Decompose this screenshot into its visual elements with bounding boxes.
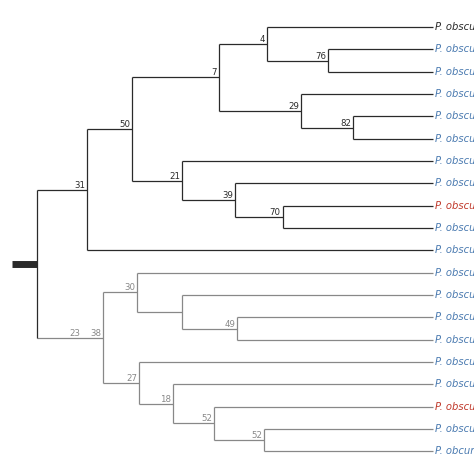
Text: 21: 21 — [170, 172, 181, 181]
Text: 27: 27 — [127, 374, 137, 383]
Text: 31: 31 — [74, 181, 85, 190]
Text: 29: 29 — [288, 102, 299, 111]
Text: 18: 18 — [161, 395, 172, 404]
Text: P. obscura36: P. obscura36 — [435, 268, 474, 278]
Text: P. obscura39: P. obscura39 — [435, 223, 474, 233]
Text: 39: 39 — [222, 191, 233, 200]
Text: 82: 82 — [340, 118, 351, 128]
Text: P. obscura11: P. obscura11 — [435, 45, 474, 55]
Text: P. obscura35: P. obscura35 — [435, 357, 474, 367]
Text: P. obscura30: P. obscura30 — [435, 312, 474, 322]
Text: P. obscura19: P. obscura19 — [435, 201, 474, 211]
Text: 52: 52 — [252, 431, 263, 440]
Text: P. obcura34: P. obcura34 — [435, 447, 474, 456]
Text: 7: 7 — [211, 68, 217, 77]
Text: 49: 49 — [224, 319, 235, 328]
Text: P. obscura4: P. obscura4 — [435, 156, 474, 166]
Text: P. obscura29: P. obscura29 — [435, 424, 474, 434]
Text: P. obscura10: P. obscura10 — [435, 178, 474, 188]
Text: P. obscura1: P. obscura1 — [435, 111, 474, 121]
Text: P. obscura31: P. obscura31 — [435, 402, 474, 412]
Text: 76: 76 — [315, 52, 326, 61]
Text: 30: 30 — [124, 283, 135, 292]
Text: 52: 52 — [201, 414, 212, 423]
Text: 4: 4 — [259, 35, 265, 44]
Text: 38: 38 — [90, 328, 101, 337]
Text: 23: 23 — [70, 328, 81, 337]
Text: P. obscura37: P. obscura37 — [435, 335, 474, 345]
Text: P. obscura32: P. obscura32 — [435, 379, 474, 390]
Text: P. obscura40: P. obscura40 — [435, 89, 474, 99]
Text: P. obscura5: P. obscura5 — [435, 22, 474, 32]
Text: 70: 70 — [270, 208, 281, 217]
Text: P. obscura38: P. obscura38 — [435, 246, 474, 255]
Text: P. obscura33: P. obscura33 — [435, 290, 474, 300]
Text: 50: 50 — [119, 120, 130, 129]
Text: P. obscura13: P. obscura13 — [435, 67, 474, 77]
Text: P. obscura8: P. obscura8 — [435, 134, 474, 144]
